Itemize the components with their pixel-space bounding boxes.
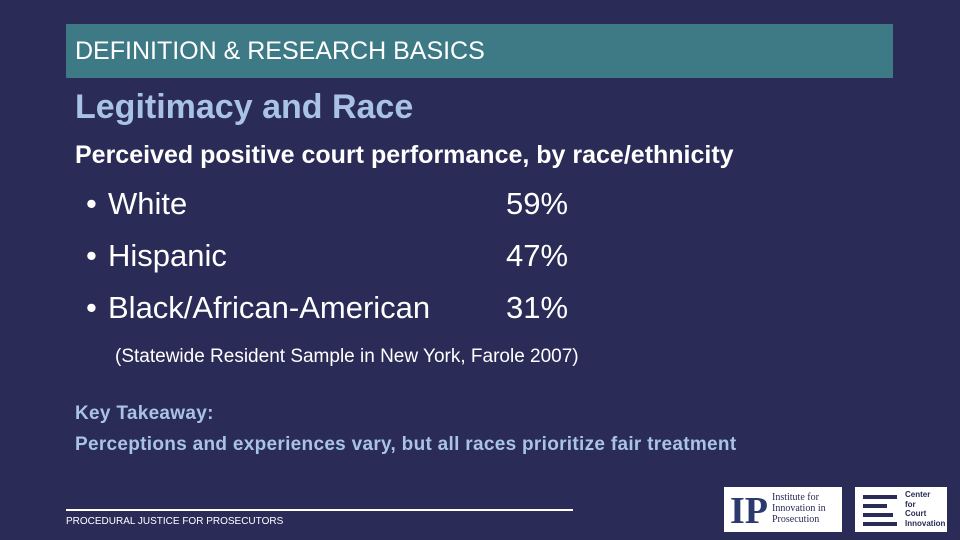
takeaway-heading: Key Takeaway: <box>75 403 214 424</box>
logo-iip: IP Institute for Innovation in Prosecution <box>724 487 842 532</box>
list-item: • Hispanic 47% <box>86 238 569 273</box>
logo-line: Court <box>905 509 927 518</box>
logo-line: Innovation in <box>772 503 826 514</box>
logo-cci: Center for Court Innovation <box>855 487 947 532</box>
footer-text: PROCEDURAL JUSTICE FOR PROSECUTORS <box>66 516 284 527</box>
slide-title: Legitimacy and Race <box>75 88 414 126</box>
item-value: 31% <box>506 290 569 325</box>
item-label: Hispanic <box>108 238 227 273</box>
logo-mark: IP <box>730 490 768 532</box>
logo-line: Center <box>905 490 931 499</box>
takeaway-text: Perceptions and experiences vary, but al… <box>75 434 737 455</box>
header-title: DEFINITION & RESEARCH BASICS <box>75 37 485 65</box>
logo-line: Innovation <box>905 518 946 528</box>
item-label: White <box>108 186 188 221</box>
footer-rule <box>66 509 573 511</box>
item-value: 59% <box>506 186 569 221</box>
item-label: Black/African-American <box>108 290 431 325</box>
subtitle: Perceived positive court performance, by… <box>75 141 734 169</box>
list-item: • Black/African-American 31% <box>86 290 569 325</box>
source-note: (Statewide Resident Sample in New York, … <box>115 346 579 367</box>
logo-line: Institute for <box>772 492 819 503</box>
header-bar: DEFINITION & RESEARCH BASICS <box>66 24 893 78</box>
list-item: • White 59% <box>86 186 569 221</box>
item-value: 47% <box>506 238 569 273</box>
logo-bars <box>863 495 897 531</box>
logo-text: Institute for Innovation in Prosecution <box>772 492 826 525</box>
logo-text: Center for Court Innovation <box>905 490 945 528</box>
logo-line: for <box>905 499 916 509</box>
logo-line: Prosecution <box>772 514 820 525</box>
